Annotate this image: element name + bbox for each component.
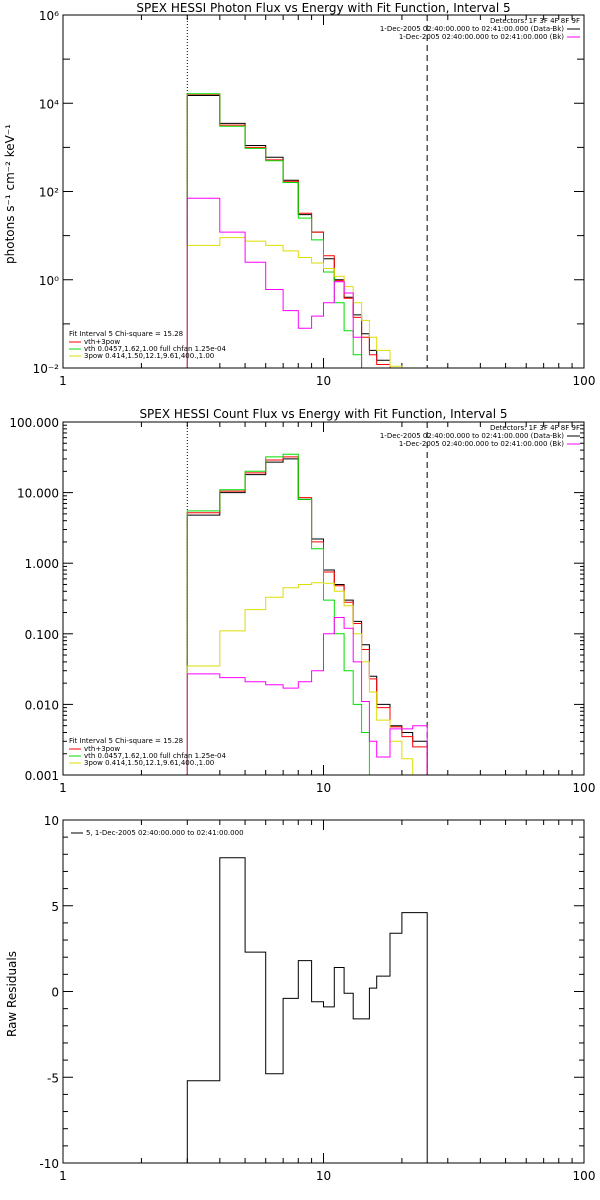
y-tick-label: 0 <box>51 986 59 1000</box>
y-tick-label: 10⁻² <box>33 362 60 376</box>
series-line-5 <box>186 617 428 775</box>
fit-legend-label: 3pow 0.414,1.50,12.1,9.61,400.,1.00 <box>84 352 214 360</box>
y-axis-label: Raw Residuals <box>5 951 19 1037</box>
y-tick-label: 100.000 <box>9 416 59 430</box>
series-group <box>186 857 428 1163</box>
legend-header: Detectors: 1F 3F 4F 8F 9F <box>490 17 580 25</box>
chart-panel-2: SPEX HESSI Count Flux vs Energy with Fit… <box>9 407 596 795</box>
y-tick-label: 10 <box>44 814 59 828</box>
y-tick-label: 5 <box>51 900 59 914</box>
y-tick-label: 10² <box>39 186 59 200</box>
x-tick-label: 10 <box>316 1169 331 1183</box>
chart-title: SPEX HESSI Photon Flux vs Energy with Fi… <box>136 1 510 15</box>
series-line-2 <box>186 456 428 775</box>
chart-title: SPEX HESSI Count Flux vs Energy with Fit… <box>139 407 507 421</box>
chart-panel-1: SPEX HESSI Photon Flux vs Energy with Fi… <box>3 1 596 388</box>
x-tick-label: 100 <box>573 781 596 795</box>
series-line-3 <box>186 93 428 368</box>
x-tick-label: 1 <box>59 781 67 795</box>
series-line-4 <box>186 582 428 775</box>
fit-legend-label: vth 0.0457,1.62,1.00 full chfan 1.25e-04 <box>84 752 226 760</box>
y-tick-label: -10 <box>39 1157 59 1171</box>
plot-frame <box>62 14 585 369</box>
x-tick-label: 1 <box>59 374 67 388</box>
series-group <box>186 453 428 775</box>
fit-legend-header: Fit Interval 5 Chi-square = 15.28 <box>69 737 183 745</box>
x-tick-label: 10 <box>316 374 331 388</box>
legend-entry-label: 1-Dec-2005 02:40:00.000 to 02:41:00.000 … <box>380 25 564 33</box>
series-line-1 <box>186 857 428 1163</box>
y-tick-label: -5 <box>47 1071 59 1085</box>
y-tick-label: 0.001 <box>25 769 59 783</box>
y-axis-label: photons s⁻¹ cm⁻² keV⁻¹ <box>3 124 17 264</box>
x-tick-label: 100 <box>573 1169 596 1183</box>
x-tick-label: 10 <box>316 781 331 795</box>
y-tick-label: 10⁴ <box>39 97 59 111</box>
series-line-3 <box>186 453 428 775</box>
legend-header: Detectors: 1F 3F 4F 8F 9F <box>490 424 580 432</box>
series-group <box>186 93 428 368</box>
y-tick-label: 1.000 <box>25 557 59 571</box>
series-line-2 <box>186 93 428 368</box>
y-tick-label: 0.010 <box>25 698 59 712</box>
y-tick-label: 10⁰ <box>39 274 59 288</box>
y-tick-label: 10⁶ <box>39 9 59 23</box>
fit-legend-label: vth+3pow <box>84 338 120 346</box>
y-tick-label: 10.000 <box>17 487 59 501</box>
fit-legend-label: vth+3pow <box>84 745 120 753</box>
legend-entry-label: 1-Dec-2005 02:40:00.000 to 02:41:00.000 … <box>399 440 564 448</box>
plot-frame <box>62 819 585 1164</box>
series-line-4 <box>186 237 428 368</box>
x-tick-label: 1 <box>59 1169 67 1183</box>
fit-legend-label: 3pow 0.414,1.50,12.1,9.61,400.,1.00 <box>84 759 214 767</box>
x-tick-label: 100 <box>573 374 596 388</box>
y-tick-label: 0.100 <box>25 628 59 642</box>
series-line-5 <box>186 197 428 368</box>
series-line-1 <box>186 458 428 775</box>
fit-legend-label: vth 0.0457,1.62,1.00 full chfan 1.25e-04 <box>84 345 226 353</box>
chart-panel-3: Raw Residuals 1 10 100 -10 -5 0 5 10 5, 1-Dec-200… <box>5 814 595 1183</box>
legend-entry-label: 1-Dec-2005 02:40:00.000 to 02:41:00.000 … <box>380 432 564 440</box>
legend-entry-label: 1-Dec-2005 02:40:00.000 to 02:41:00.000 … <box>399 33 564 41</box>
residual-legend-label: 5, 1-Dec-2005 02:40:00.000 to 02:41:00.0… <box>86 829 244 837</box>
plot-frame <box>62 421 585 776</box>
fit-legend-header: Fit Interval 5 Chi-square = 15.28 <box>69 330 183 338</box>
